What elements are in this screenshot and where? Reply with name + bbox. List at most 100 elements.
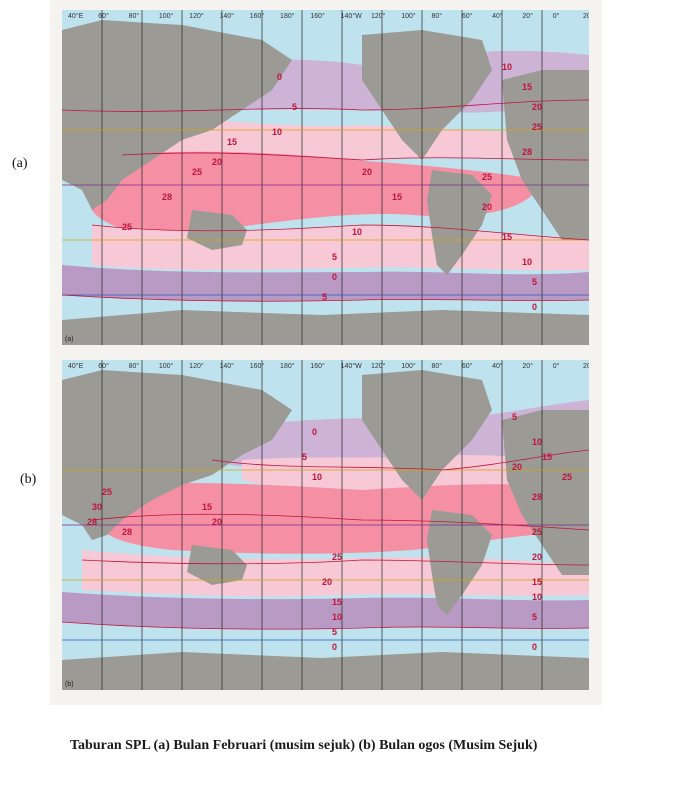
lon-tick-labels: 40°E 60° 80° 100° 120° 140° 160° 180° 160° 140°W 1… [68,362,589,370]
isotherm-label: 0 [277,72,282,82]
lon-tick-label: 100° [159,362,174,370]
isotherm-label: 25 [332,552,342,562]
isotherm-label: 28 [532,492,542,502]
lon-tick-label: 160° [250,12,265,20]
isotherm-label: 20 [532,552,542,562]
isotherm-label: 15 [332,597,342,607]
isotherm-label: 5 [512,412,517,422]
isotherm-label: 15 [202,502,212,512]
parallel-lines [62,129,589,296]
mild-band-north [122,118,589,160]
land-eurasia [62,370,292,540]
isotherm-label: 20 [512,462,522,472]
land-antarctica [62,310,589,345]
lon-tick-label: 160° [310,12,325,20]
lon-tick-label: 60° [98,12,109,20]
isotherm-label: 28 [87,517,97,527]
isotherm-label: 15 [502,232,512,242]
isotherm-label: 15 [522,82,532,92]
lon-tick-label: 140°W [341,362,362,370]
isotherm-label: 20 [322,577,332,587]
lon-tick-label: 0° [553,12,560,20]
map-corner-label: (b) [65,681,74,688]
land-south-america [427,510,492,615]
isotherm-label: 28 [522,147,532,157]
isotherm-label: 25 [562,472,572,482]
isotherm-label: 0 [532,302,537,312]
isotherm-curves [62,99,589,302]
lon-tick-label: 100° [401,12,416,20]
lon-tick-label: 40° [492,362,503,370]
isotherm-label: 25 [122,222,132,232]
isotherm-label: 5 [292,102,297,112]
map-february: 0 5 10 15 20 25 28 25 20 15 10 5 0 5 10 15 20 25 28 25 20 15 1… [62,10,589,345]
lon-tick-label: 180° [280,12,295,20]
map-august-svg: 0510152025283028252015105051015202528252… [62,360,589,690]
isotherm-label: 0 [532,642,537,652]
panel-a-label: (a) [12,156,28,171]
isotherm-label: 20 [362,167,372,177]
isotherm-label: 25 [532,527,542,537]
lon-tick-label: 60° [462,12,473,20]
isotherm-label: 20 [212,517,222,527]
lon-tick-label: 40°E [68,12,84,20]
lon-tick-label: 140° [219,12,234,20]
meridian-lines [101,10,543,345]
cool-band-south [62,265,589,302]
lon-tick-labels: 40°E 60° 80° 100° 120° 140° 160° 180° 160° 140°W 1… [68,12,589,20]
lon-tick-label: 40°E [68,362,84,370]
isotherm-label: 15 [542,452,552,462]
isotherm-curves [62,449,589,630]
isotherm-label: 5 [322,292,327,302]
isotherm-label: 5 [532,277,537,287]
land-antarctica [62,652,589,690]
lon-tick-label: 120° [189,362,204,370]
lon-tick-label: 80° [129,12,140,20]
isotherm-label: 0 [332,642,337,652]
isotherm-label: 10 [272,127,282,137]
map-corner-label: (a) [65,336,74,343]
lon-tick-label: 80° [432,12,443,20]
lon-tick-label: 60° [462,362,473,370]
parallel-lines [62,469,589,641]
lon-tick-label: 140° [219,362,234,370]
land-north-america [362,370,492,500]
isotherm-label: 10 [532,592,542,602]
isotherm-label: 10 [312,472,322,482]
isotherm-label: 0 [332,272,337,282]
lon-tick-label: 100° [159,12,174,20]
isotherm-label: 10 [532,437,542,447]
lon-tick-label: 20° [583,12,589,20]
isotherm-label: 0 [312,427,317,437]
lon-tick-label: 60° [98,362,109,370]
isotherm-label: 10 [522,257,532,267]
lon-tick-label: 80° [432,362,443,370]
isotherm-label: 28 [122,527,132,537]
isotherm-label: 5 [332,627,337,637]
land-australia [187,545,247,585]
isotherm-label: 20 [212,157,222,167]
isotherm-label: 10 [352,227,362,237]
lon-tick-label: 140°W [341,12,362,20]
lon-tick-label: 0° [553,362,560,370]
lon-tick-label: 100° [401,362,416,370]
lon-tick-label: 120° [371,12,386,20]
isotherm-label: 5 [532,612,537,622]
isotherm-label: 25 [482,172,492,182]
land-north-america [362,30,492,160]
lon-tick-label: 20° [583,362,589,370]
isotherm-label: 25 [532,122,542,132]
isotherm-labels: 0510152025283028252015105051015202528252… [87,412,572,652]
figure-caption: Taburan SPL (a) Bulan Februari (musim se… [70,738,538,753]
isotherm-label: 5 [302,452,307,462]
lon-tick-label: 20° [522,362,533,370]
isotherm-label: 30 [92,502,102,512]
isotherm-labels: 0510152025282520151050510152025282520151… [122,62,542,312]
isotherm-label: 15 [227,137,237,147]
map-february-svg: 0510152025282520151050510152025282520151… [62,10,589,345]
lon-tick-label: 120° [371,362,386,370]
lon-tick-label: 40° [492,12,503,20]
isotherm-label: 10 [332,612,342,622]
isotherm-label: 28 [162,192,172,202]
land-africa-europe [502,410,589,575]
